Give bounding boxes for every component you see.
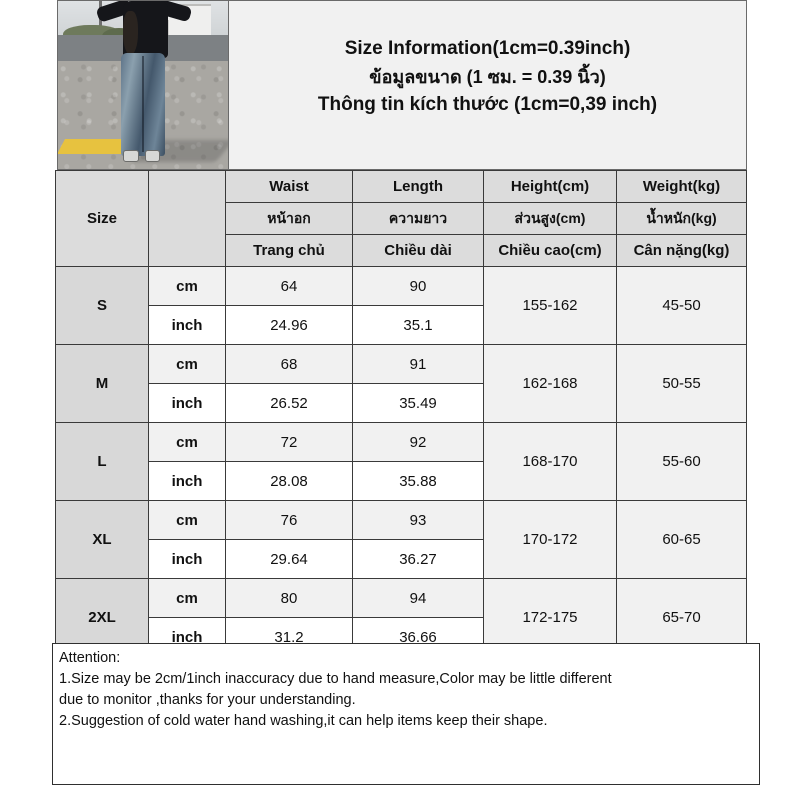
size-label: S [55,266,149,345]
length-inch: 35.1 [352,305,484,345]
length-cm: 94 [352,578,484,618]
waist-cm: 72 [225,422,353,462]
unit-cm: cm [148,500,226,540]
photo-model-left-shoe [123,150,140,163]
table-header-row-thai: หน้าอก ความยาว ส่วนสูง(cm) น้ำหนัก(kg) [56,202,747,235]
waist-cm: 76 [225,500,353,540]
waist-cm: 80 [225,578,353,618]
attention-line-1: 1.Size may be 2cm/1inch inaccuracy due t… [59,671,612,687]
header-weight-en: Weight(kg) [616,170,747,203]
header-length-th: ความยาว [352,202,484,235]
length-cm: 92 [352,422,484,462]
table-header-row-vietnamese: Trang chủ Chiều dài Chiều cao(cm) Cân nặ… [56,234,747,267]
photo-jeans-seam [142,56,144,153]
title-thai: ข้อมูลขนาด (1 ซม. = 0.39 นิ้ว) [369,67,606,87]
table-row: inch 29.64 36.27 [56,539,747,579]
size-column-header: Size [55,170,149,267]
table-row: inch 24.96 35.1 [56,305,747,345]
table-row: inch 28.08 35.88 [56,461,747,501]
photo-model-hair [122,11,138,55]
length-inch: 35.88 [352,461,484,501]
table-row: S cm 64 90 155-162 45-50 [55,266,747,345]
unit-cm: cm [148,266,226,306]
attention-box: Attention: 1.Size may be 2cm/1inch inacc… [52,643,760,785]
photo-model-right-shoe [144,150,161,163]
header-band: Size Information(1cm=0.39inch) ข้อมูลขนา… [0,0,800,170]
weight-range: 60-65 [616,500,747,579]
title-vietnamese: Thông tin kích thước (1cm=0,39 inch) [317,94,658,115]
header-waist-th: หน้าอก [225,202,353,235]
height-range: 155-162 [483,266,617,345]
header-height-en: Height(cm) [483,170,617,203]
waist-cm: 64 [225,266,353,306]
waist-cm: 68 [225,344,353,384]
length-inch: 35.49 [352,383,484,423]
weight-range: 50-55 [616,344,747,423]
length-cm: 91 [352,344,484,384]
size-label: L [55,422,149,501]
header-waist-en: Waist [225,170,353,203]
unit-cm: cm [148,344,226,384]
table-row: M cm 68 91 162-168 50-55 [55,344,747,423]
weight-range: 55-60 [616,422,747,501]
waist-inch: 28.08 [225,461,353,501]
table-row: 2XL cm 80 94 172-175 65-70 [55,578,747,657]
attention-line-3: 2.Suggestion of cold water hand washing,… [59,713,548,729]
attention-line-2: due to monitor ,thanks for your understa… [59,692,356,708]
table-header-row-english: Size Waist Length Height(cm) Weight(kg) [55,170,747,267]
size-chart-table: Size Waist Length Height(cm) Weight(kg) … [55,170,747,657]
header-height-vi: Chiều cao(cm) [483,234,617,267]
title-english: Size Information(1cm=0.39inch) [344,38,631,59]
unit-inch: inch [148,461,226,501]
table-row: L cm 72 92 168-170 55-60 [55,422,747,501]
header-waist-vi: Trang chủ [225,234,353,267]
unit-inch: inch [148,539,226,579]
height-range: 162-168 [483,344,617,423]
unit-cm: cm [148,422,226,462]
length-cm: 93 [352,500,484,540]
attention-heading: Attention: [59,650,121,666]
unit-inch: inch [148,305,226,345]
title-block: Size Information(1cm=0.39inch) ข้อมูลขนา… [229,0,747,170]
unit-inch: inch [148,383,226,423]
header-weight-th: น้ำหนัก(kg) [616,202,747,235]
waist-inch: 29.64 [225,539,353,579]
length-cm: 90 [352,266,484,306]
weight-range: 45-50 [616,266,747,345]
unit-column-header [148,170,226,267]
height-range: 168-170 [483,422,617,501]
waist-inch: 24.96 [225,305,353,345]
waist-inch: 26.52 [225,383,353,423]
model-wearing-wide-leg-jeans-photo [57,0,229,170]
header-length-en: Length [352,170,484,203]
length-inch: 36.27 [352,539,484,579]
size-label: XL [55,500,149,579]
table-row: XL cm 76 93 170-172 60-65 [55,500,747,579]
height-range: 170-172 [483,500,617,579]
size-label: M [55,344,149,423]
header-length-vi: Chiều dài [352,234,484,267]
unit-cm: cm [148,578,226,618]
header-height-th: ส่วนสูง(cm) [483,202,617,235]
header-weight-vi: Cân nặng(kg) [616,234,747,267]
